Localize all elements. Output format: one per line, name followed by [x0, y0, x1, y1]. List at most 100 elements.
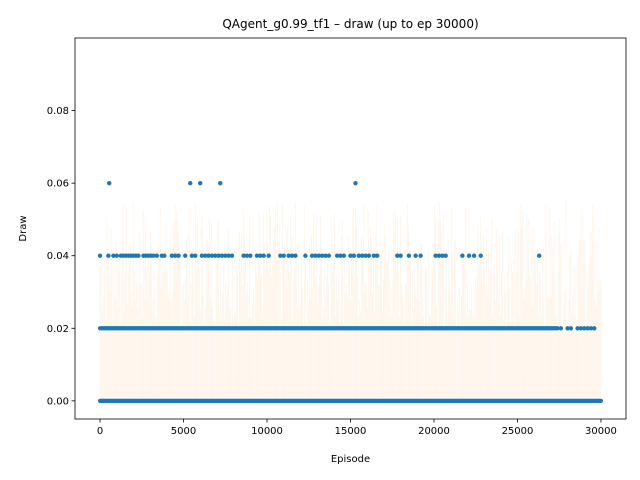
x-tick-label: 20000 — [418, 426, 450, 437]
scatter-points — [97, 180, 604, 403]
y-axis-ticks: 0.00 0.02 0.04 0.06 0.08 — [47, 106, 75, 407]
data-point — [536, 253, 542, 258]
data-point — [440, 253, 445, 258]
data-point — [241, 253, 246, 258]
data-point — [219, 253, 225, 258]
y-tick-label: 0.06 — [47, 179, 69, 190]
data-point — [248, 253, 253, 258]
data-point — [575, 326, 580, 331]
data-point — [588, 326, 594, 331]
data-point — [565, 326, 570, 331]
data-point — [466, 253, 472, 258]
chart-title: QAgent_g0.99_tf1 – draw (up to ep 30000) — [222, 17, 478, 31]
x-tick-label: 25000 — [502, 426, 534, 437]
data-point — [351, 253, 357, 258]
data-point — [169, 253, 175, 258]
data-point — [353, 180, 358, 186]
data-point — [334, 253, 340, 258]
data-point — [289, 253, 295, 258]
data-point — [226, 253, 231, 258]
data-point — [316, 253, 321, 258]
x-axis-label: Episode — [331, 454, 370, 465]
data-point — [266, 253, 271, 258]
y-tick-label: 0.08 — [47, 106, 69, 117]
data-point — [293, 253, 298, 258]
data-point — [162, 253, 167, 258]
data-point — [323, 253, 328, 258]
data-point — [558, 326, 564, 331]
data-point — [114, 253, 119, 258]
x-tick-label: 15000 — [335, 426, 367, 437]
data-point — [151, 253, 156, 258]
data-point — [359, 253, 365, 258]
data-point — [254, 253, 260, 258]
y-tick-label: 0.00 — [47, 396, 69, 407]
data-point — [172, 253, 178, 258]
data-point — [193, 253, 198, 258]
data-point — [371, 253, 377, 258]
data-point — [592, 326, 597, 331]
data-point — [189, 253, 195, 258]
data-point — [303, 253, 308, 258]
data-point — [313, 253, 318, 258]
data-point — [471, 253, 477, 258]
data-point — [203, 253, 208, 258]
data-point — [107, 180, 112, 186]
data-point — [585, 326, 590, 331]
data-point — [436, 253, 442, 258]
data-point — [326, 253, 331, 258]
data-point — [578, 326, 584, 331]
data-point — [366, 253, 372, 258]
data-point — [406, 253, 412, 258]
data-point — [198, 180, 203, 186]
data-point — [341, 253, 347, 258]
y-tick-label: 0.04 — [47, 251, 69, 262]
y-axis-label: Draw — [18, 215, 29, 241]
data-point — [111, 253, 116, 258]
data-point — [433, 253, 438, 258]
data-point — [261, 253, 266, 258]
x-axis-ticks: 0 5000 10000 15000 20000 25000 30000 — [97, 419, 617, 437]
data-point — [229, 253, 235, 258]
data-point — [568, 326, 574, 331]
y-tick-label: 0.02 — [47, 324, 69, 335]
x-tick-label: 5000 — [171, 426, 196, 437]
data-point — [278, 253, 283, 258]
data-point — [176, 253, 181, 258]
data-point — [398, 253, 403, 258]
data-point — [418, 253, 423, 258]
data-point — [213, 253, 218, 258]
data-point — [183, 253, 188, 258]
data-point — [106, 253, 111, 258]
data-point — [188, 180, 193, 186]
data-point — [286, 253, 291, 258]
data-point — [223, 253, 228, 258]
x-tick-label: 0 — [97, 426, 103, 437]
x-tick-label: 10000 — [251, 426, 283, 437]
data-point — [375, 253, 380, 258]
data-point — [413, 253, 418, 258]
data-point — [136, 253, 141, 258]
data-point — [258, 253, 263, 258]
data-point — [244, 253, 250, 258]
data-point — [348, 253, 353, 258]
data-point — [395, 253, 400, 258]
data-point — [309, 253, 315, 258]
data-point — [209, 253, 215, 258]
data-point — [319, 253, 325, 258]
data-point — [356, 253, 362, 258]
x-tick-label: 30000 — [585, 426, 617, 437]
background-bars — [99, 201, 602, 401]
data-point — [216, 253, 221, 258]
data-point — [281, 253, 286, 258]
data-point — [199, 253, 205, 258]
data-point — [478, 253, 483, 258]
data-point — [443, 253, 448, 258]
data-point — [460, 253, 465, 258]
data-point — [97, 253, 103, 258]
data-point — [218, 180, 223, 186]
data-point — [154, 253, 160, 258]
data-point — [338, 253, 343, 258]
